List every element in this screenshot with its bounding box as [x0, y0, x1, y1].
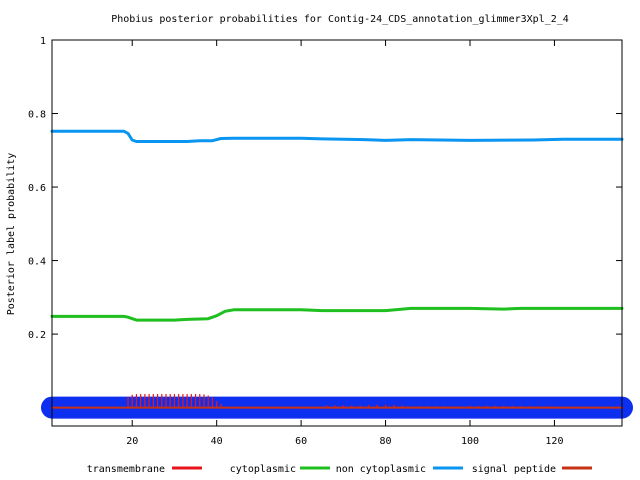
legend-label: non cytoplasmic [336, 464, 426, 475]
legend-label: signal peptide [472, 464, 556, 475]
legend-label: transmembrane [87, 464, 165, 475]
y-tick-label: 0.6 [28, 183, 46, 194]
y-tick-label: 0.8 [28, 110, 46, 121]
x-tick-label: 20 [126, 436, 138, 447]
y-axis-label: Posterior label probability [6, 153, 17, 316]
x-tick-label: 80 [380, 436, 392, 447]
series-layer [41, 129, 633, 419]
tick-labels: 20 40 60 80 100 120 0.2 0.4 0.6 0.8 1 [28, 36, 564, 447]
y-tick-label: 0.2 [28, 330, 46, 341]
x-tick-label: 100 [461, 436, 479, 447]
plot-frame [51, 39, 623, 427]
legend: transmembrane cytoplasmic non cytoplasmic s… [87, 464, 592, 475]
series-non-cytoplasmic-2 [50, 306, 624, 322]
y-tick-label: 1 [40, 36, 46, 47]
x-tick-label: 60 [295, 436, 307, 447]
x-tick-label: 40 [211, 436, 223, 447]
y-tick-label: 0.4 [28, 257, 46, 268]
legend-label: cytoplasmic [230, 464, 296, 475]
x-tick-label: 120 [545, 436, 563, 447]
tick-marks [52, 39, 622, 426]
series-signal-peptide-3 [50, 129, 624, 143]
chart-title: Phobius posterior probabilities for Cont… [111, 14, 569, 25]
